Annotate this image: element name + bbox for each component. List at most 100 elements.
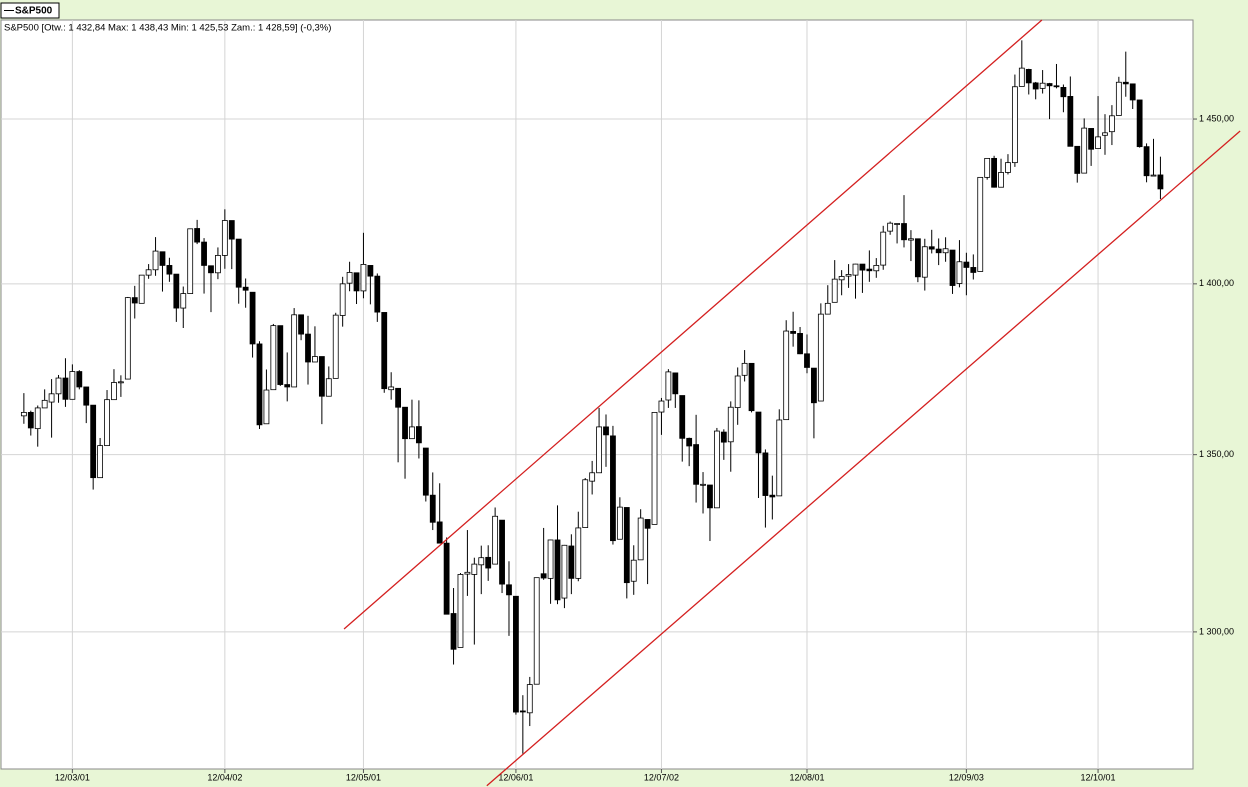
candle-body xyxy=(131,297,138,304)
legend-box[interactable] xyxy=(0,2,60,19)
candle-body xyxy=(1136,99,1143,148)
candle-body xyxy=(554,539,561,601)
candle-body xyxy=(117,381,124,384)
candle-body xyxy=(374,275,381,313)
candle-body xyxy=(998,172,1004,188)
candle-body xyxy=(429,494,436,523)
candle-body xyxy=(90,404,97,479)
candle-body xyxy=(914,238,921,278)
candle-body xyxy=(1115,81,1122,116)
candle-body xyxy=(880,231,887,266)
candle-body xyxy=(852,263,859,276)
candle-body xyxy=(1109,115,1115,133)
candle-body xyxy=(859,263,866,271)
candle-body xyxy=(506,584,512,596)
candle-body xyxy=(811,367,817,404)
candle-body xyxy=(984,157,991,178)
candle-body xyxy=(187,228,194,294)
candle-body xyxy=(540,573,547,579)
candle-body xyxy=(1039,82,1046,89)
candle-body xyxy=(263,389,270,425)
candle-body xyxy=(145,269,152,276)
candle-body xyxy=(353,272,360,292)
candle-body xyxy=(1005,162,1011,173)
x-tick-label: 12/07/02 xyxy=(644,772,679,782)
candle-body xyxy=(124,297,131,380)
candle-body xyxy=(1157,174,1164,190)
candle-body xyxy=(499,519,505,585)
candle-body xyxy=(610,435,616,542)
candle-body xyxy=(963,261,970,268)
candle-body xyxy=(935,248,942,254)
candle-body xyxy=(27,411,34,429)
candle-body xyxy=(270,325,277,391)
candle-body xyxy=(55,377,62,395)
candle-body xyxy=(415,426,422,444)
candle-body xyxy=(97,445,104,479)
candle-body xyxy=(180,293,187,309)
candle-body xyxy=(707,484,713,509)
candle-body xyxy=(547,539,554,579)
candle-body xyxy=(665,371,672,401)
y-tick-label: 1 400,00 xyxy=(1199,278,1234,288)
candle-body xyxy=(1081,127,1088,174)
candle-body xyxy=(921,246,928,278)
candle-body xyxy=(221,220,228,256)
candle-body xyxy=(402,406,408,440)
candle-body xyxy=(152,250,159,271)
candle-body xyxy=(741,362,748,376)
candle-body xyxy=(797,333,803,355)
candle-body xyxy=(977,176,984,272)
candle-body xyxy=(48,393,55,403)
candle-body xyxy=(970,267,977,273)
candle-body xyxy=(20,411,27,417)
candle-body xyxy=(644,519,651,529)
candle-body xyxy=(762,452,769,496)
candle-body xyxy=(1122,81,1129,85)
candle-body xyxy=(755,411,762,454)
legend-label[interactable]: S&P500 xyxy=(15,6,53,17)
candle-body xyxy=(235,238,242,288)
candle-body xyxy=(783,330,790,421)
candle-body xyxy=(513,595,519,713)
candle-body xyxy=(332,314,339,379)
candle-body xyxy=(464,571,471,575)
candle-body xyxy=(346,272,353,284)
candle-body xyxy=(700,483,706,486)
candle-body xyxy=(804,353,810,368)
candle-body xyxy=(824,302,831,315)
candle-body xyxy=(1150,174,1157,177)
candle-body xyxy=(69,371,76,400)
candle-body xyxy=(734,375,741,408)
candle-body xyxy=(138,274,145,304)
candle-body xyxy=(478,557,485,566)
candle-body xyxy=(62,377,69,400)
candle-body xyxy=(942,248,949,254)
candle-body xyxy=(284,384,291,388)
candle-body xyxy=(83,386,90,406)
candle-body xyxy=(991,157,998,188)
candle-body xyxy=(637,517,644,561)
x-tick-label: 12/10/01 xyxy=(1081,772,1116,782)
candle-body xyxy=(388,386,395,391)
x-tick-label: 12/06/01 xyxy=(498,772,533,782)
candle-body xyxy=(208,265,214,274)
candle-body xyxy=(1095,136,1101,150)
candle-body xyxy=(166,265,173,275)
candle-body xyxy=(873,265,880,272)
candle-body xyxy=(686,437,693,447)
candle-body xyxy=(298,314,304,335)
candle-body xyxy=(1067,96,1074,147)
candle-body xyxy=(1046,83,1053,87)
candle-body xyxy=(790,330,797,334)
candle-body xyxy=(630,559,637,582)
candle-body xyxy=(901,223,907,241)
candle-body xyxy=(603,426,609,436)
candle-body xyxy=(533,577,540,685)
candle-body xyxy=(76,371,83,388)
candle-body xyxy=(436,521,443,544)
candle-body xyxy=(928,246,935,250)
candle-body xyxy=(679,395,686,439)
